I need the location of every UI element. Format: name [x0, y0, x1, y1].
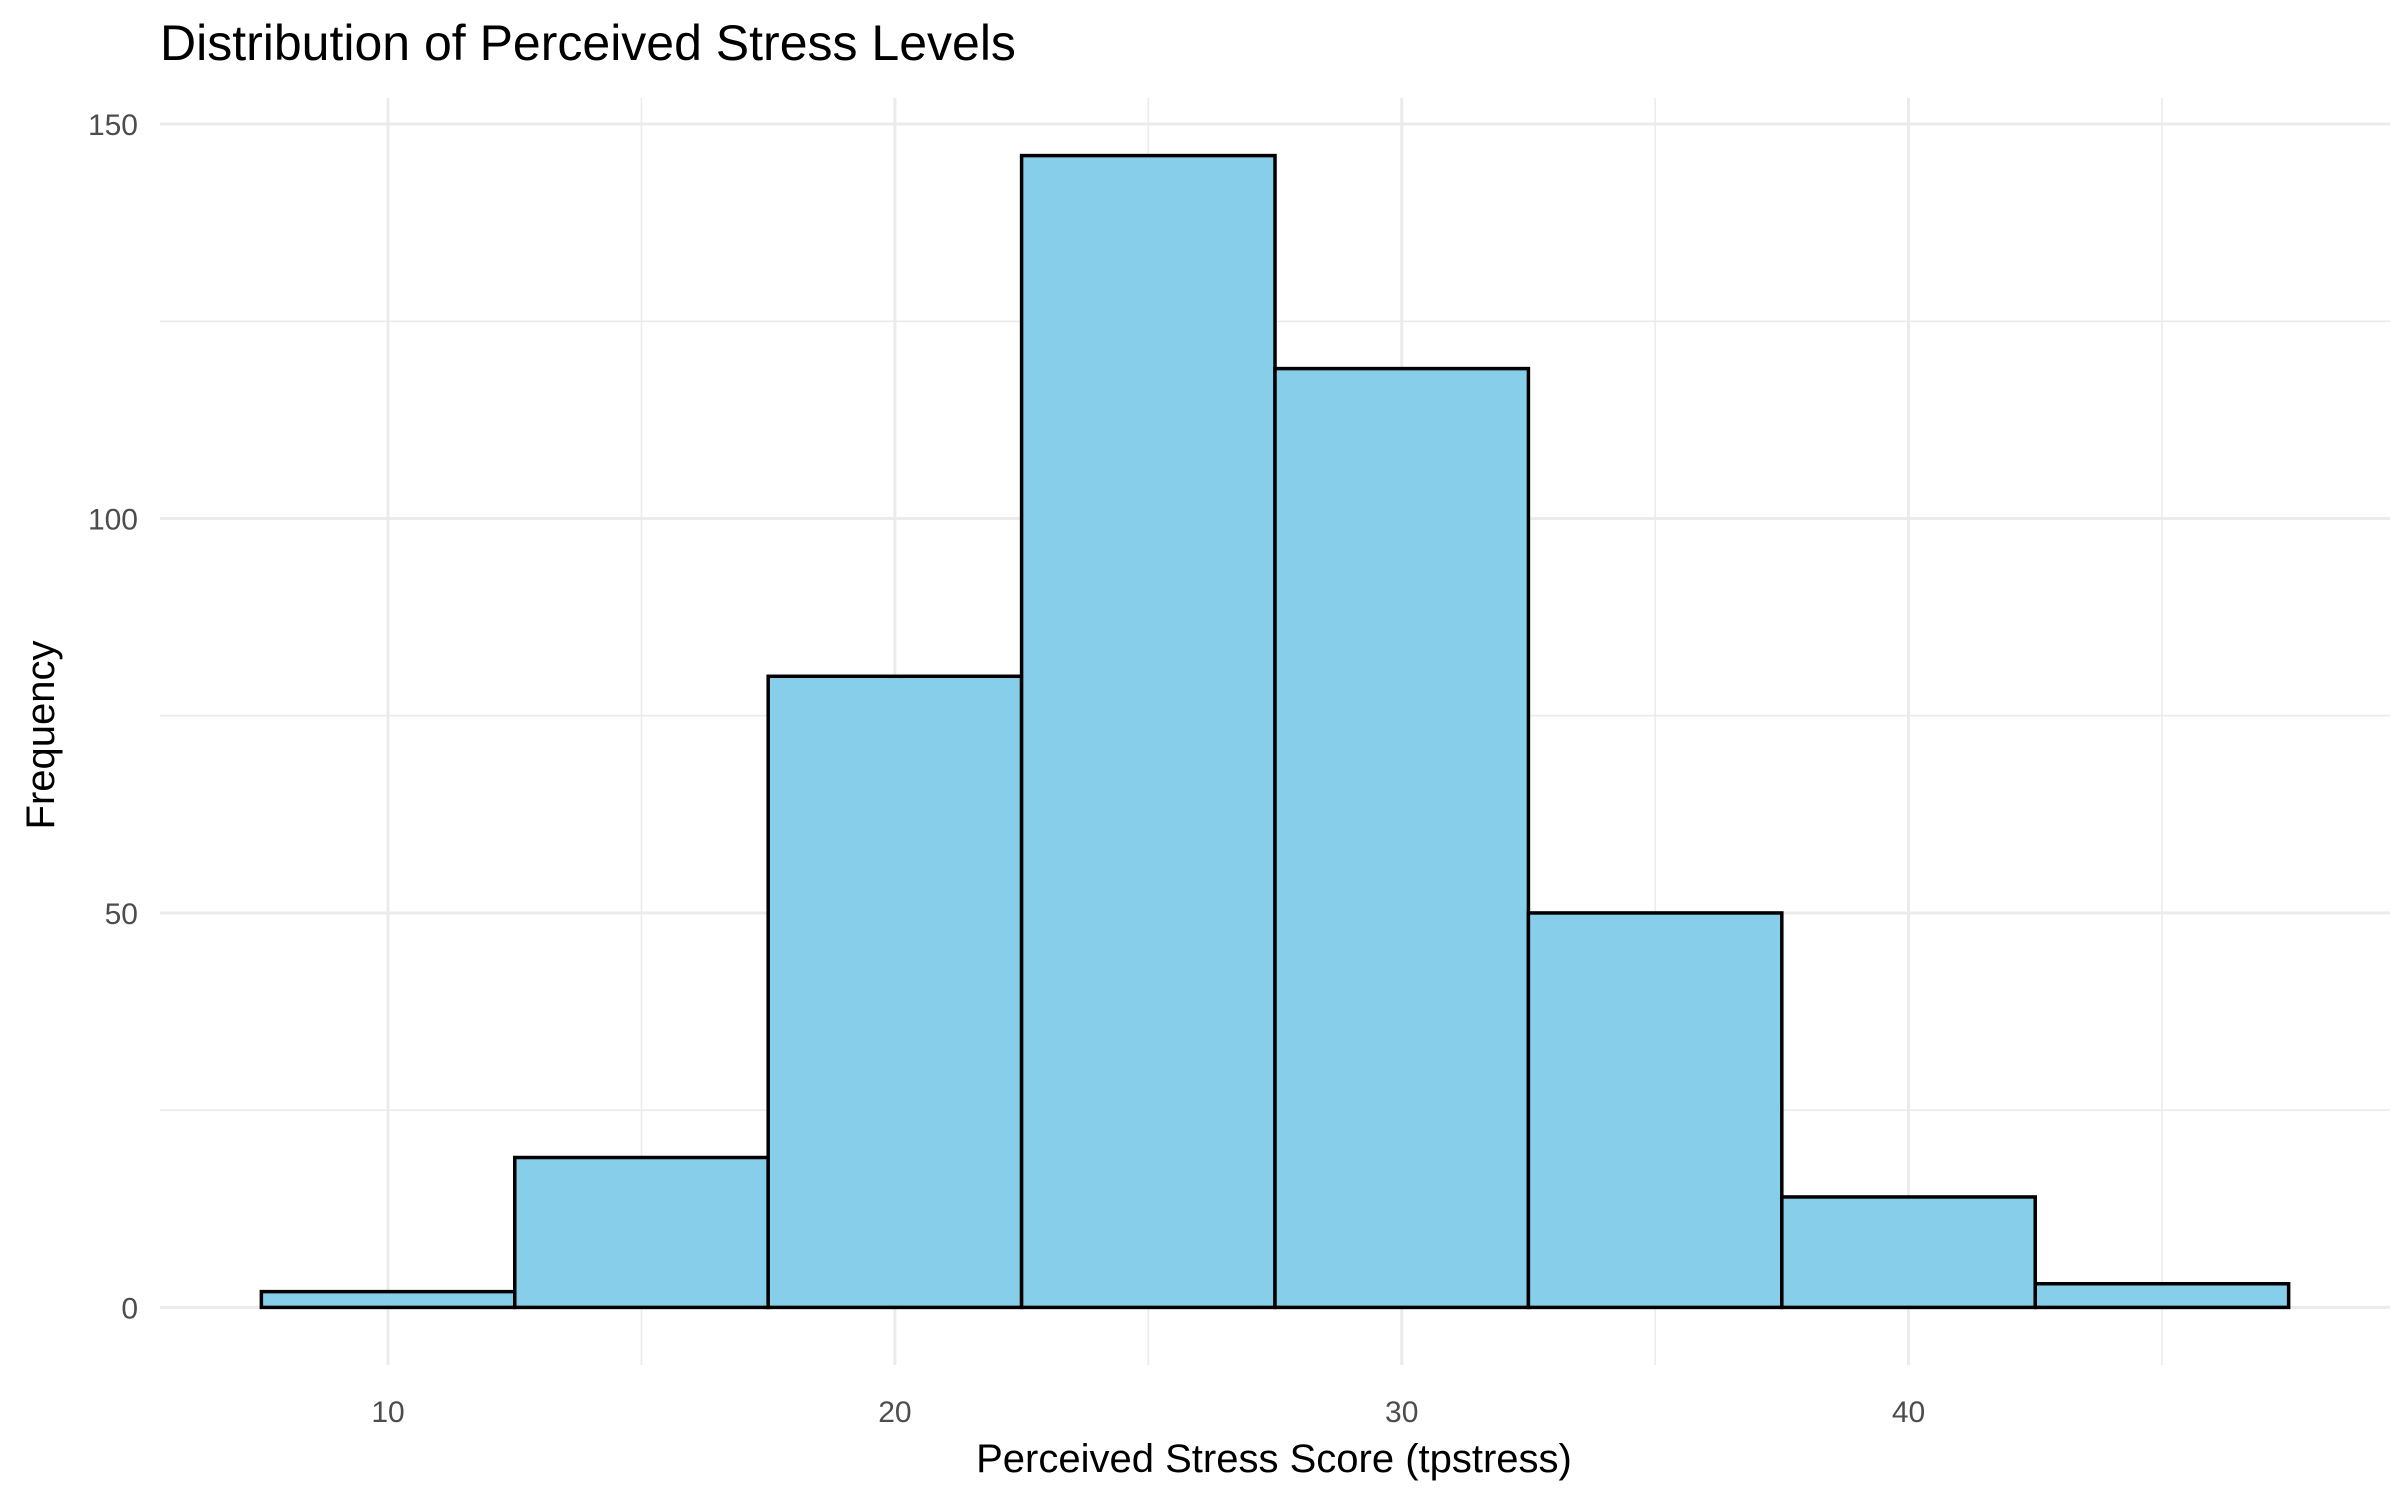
histogram-bar	[1526, 911, 1784, 1310]
y-tick-label: 150	[88, 109, 138, 142]
y-tick-label: 100	[88, 503, 138, 536]
y-tick-label: 50	[105, 898, 138, 931]
x-tick-label: 20	[878, 1396, 911, 1429]
x-tick-label: 10	[371, 1396, 404, 1429]
histogram-bar	[259, 1289, 517, 1310]
chart-title: Distribution of Perceived Stress Levels	[160, 15, 1016, 71]
x-tick-label: 30	[1385, 1396, 1418, 1429]
histogram-bar	[1019, 153, 1277, 1310]
histogram-bar	[1273, 366, 1531, 1310]
histogram-bars	[259, 153, 2291, 1310]
histogram-bar	[2033, 1281, 2291, 1310]
x-axis-title: Perceived Stress Score (tpstress)	[976, 1437, 1572, 1481]
y-axis-ticks: 0 50 100 150	[88, 109, 138, 1325]
histogram-bar	[766, 674, 1024, 1310]
histogram-bar	[513, 1155, 770, 1310]
y-tick-label: 0	[121, 1292, 138, 1325]
histogram-bar	[1780, 1195, 2037, 1310]
x-tick-label: 40	[1892, 1396, 1925, 1429]
y-axis-title: Frequency	[19, 641, 63, 830]
x-axis-ticks: 10 20 30 40	[371, 1396, 1925, 1429]
